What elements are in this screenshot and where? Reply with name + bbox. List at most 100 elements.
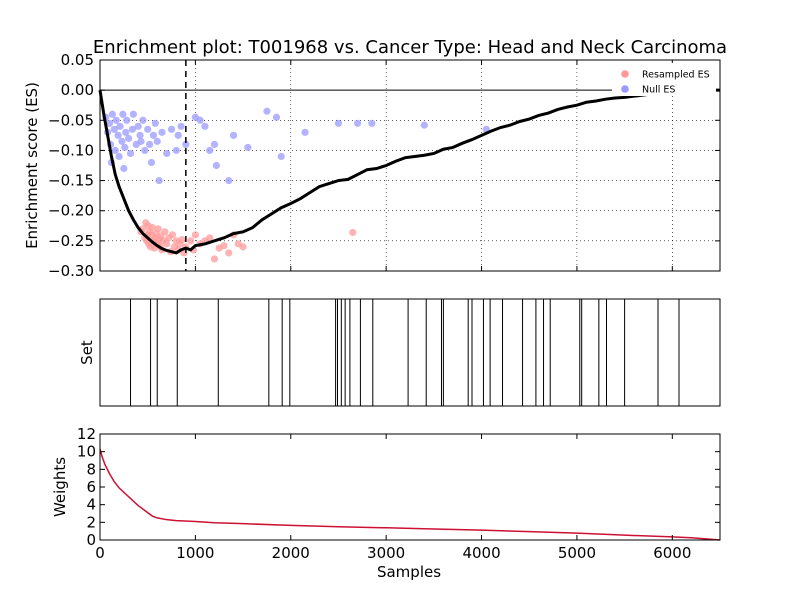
null-es-point <box>146 140 154 148</box>
legend-marker <box>621 85 629 93</box>
null-es-point <box>137 137 145 145</box>
null-es-point <box>144 125 152 133</box>
legend: Resampled ES Null ES <box>612 63 716 96</box>
null-es-point <box>420 121 428 129</box>
null-es-point <box>210 140 219 148</box>
x-tick-label: 2000 <box>272 544 310 562</box>
weights-axis-label: Weights <box>51 457 69 517</box>
null-es-point <box>147 158 156 167</box>
null-es-point <box>172 146 180 155</box>
null-es-point <box>212 161 220 170</box>
es-series-line <box>98 88 720 255</box>
resampled-es-point <box>187 237 195 245</box>
null-es-point <box>368 119 376 127</box>
null-es-point <box>122 128 130 136</box>
set-axes-frame <box>99 298 721 407</box>
samples-axis-label: Samples <box>377 563 441 581</box>
resampled-es-point <box>168 231 177 239</box>
null-es-point <box>119 110 127 118</box>
null-es-point <box>123 116 131 124</box>
y-tick-label: −0.15 <box>48 172 94 190</box>
null-es-point <box>263 107 271 115</box>
resampled-es-point <box>191 231 199 239</box>
null-es-point <box>112 116 120 124</box>
y-tick-label: 0.00 <box>61 81 94 99</box>
null-es-point <box>158 128 166 136</box>
null-es-point <box>272 113 281 121</box>
null-es-point <box>153 137 161 145</box>
null-es-point <box>163 149 171 158</box>
null-es-point <box>110 125 118 133</box>
null-es-point <box>334 119 343 127</box>
null-es-point <box>196 116 204 124</box>
y-tick-label: 2 <box>86 513 96 531</box>
legend-marker <box>621 70 629 78</box>
y-tick-label: −0.30 <box>48 262 94 280</box>
null-es-point <box>129 110 137 118</box>
y-tick-label: 6 <box>86 478 96 496</box>
resampled-es-point <box>148 223 157 232</box>
x-tick-label: 1000 <box>176 544 214 562</box>
null-es-point <box>151 119 159 127</box>
resampled-es-point <box>161 228 169 236</box>
null-es-point <box>177 122 185 130</box>
null-es-point <box>139 116 147 124</box>
null-es-point <box>125 134 133 142</box>
x-tick-label: 5000 <box>558 544 596 562</box>
x-tick-label: 0 <box>95 544 105 562</box>
y-tick-label: 12 <box>77 425 96 443</box>
x-tick-label: 3000 <box>367 544 405 562</box>
legend-label: Resampled ES <box>642 70 710 81</box>
x-tick-label: 6000 <box>653 544 691 562</box>
null-es-point <box>108 110 116 118</box>
resampled-es-point <box>154 225 162 233</box>
resampled-es-point <box>349 228 357 237</box>
null-es-point <box>118 137 126 145</box>
y-tick-label: −0.25 <box>48 232 94 250</box>
null-es-point <box>174 131 182 139</box>
null-es-point <box>134 122 142 130</box>
null-es-point <box>244 143 252 152</box>
null-es-point <box>277 152 285 161</box>
null-es-point <box>116 122 124 130</box>
null-es-point <box>126 149 135 158</box>
y-tick-label: 10 <box>77 443 96 461</box>
null-es-point <box>111 146 119 155</box>
resampled-es-point <box>210 255 219 263</box>
null-es-point <box>149 131 158 139</box>
resampled-es-point <box>206 234 214 242</box>
es-axis-label: Enrichment score (ES) <box>23 82 41 249</box>
resampled-es-point <box>163 240 171 248</box>
resampled-es-point <box>225 249 233 257</box>
set-axis-label: Set <box>78 340 96 365</box>
y-tick-label: 4 <box>86 496 96 514</box>
y-tick-label: −0.10 <box>48 141 94 159</box>
null-es-point <box>155 176 163 185</box>
null-es-point <box>120 164 128 173</box>
null-es-point <box>114 131 122 139</box>
weights-series-line <box>99 448 721 541</box>
null-es-point <box>167 125 176 133</box>
null-es-point <box>353 119 362 127</box>
x-tick-label: 4000 <box>462 544 500 562</box>
y-tick-label: 0.05 <box>61 51 94 69</box>
null-es-point <box>105 119 114 127</box>
null-es-point <box>115 152 123 161</box>
null-es-point <box>136 131 144 139</box>
null-es-point <box>201 122 209 130</box>
legend-box <box>612 63 716 96</box>
null-es-point <box>121 143 129 152</box>
resampled-es-point <box>239 243 247 251</box>
weights-axes-frame <box>99 433 721 541</box>
resampled-es-point <box>178 236 186 244</box>
resampled-es-point <box>220 242 228 250</box>
null-es-point <box>301 128 309 136</box>
null-es-point <box>206 146 214 155</box>
null-es-point <box>229 131 238 139</box>
legend-label: Null ES <box>642 85 675 96</box>
y-tick-label: −0.05 <box>48 111 94 129</box>
null-es-point <box>225 176 233 185</box>
chart-title: Enrichment plot: T001968 vs. Cancer Type… <box>93 37 727 58</box>
